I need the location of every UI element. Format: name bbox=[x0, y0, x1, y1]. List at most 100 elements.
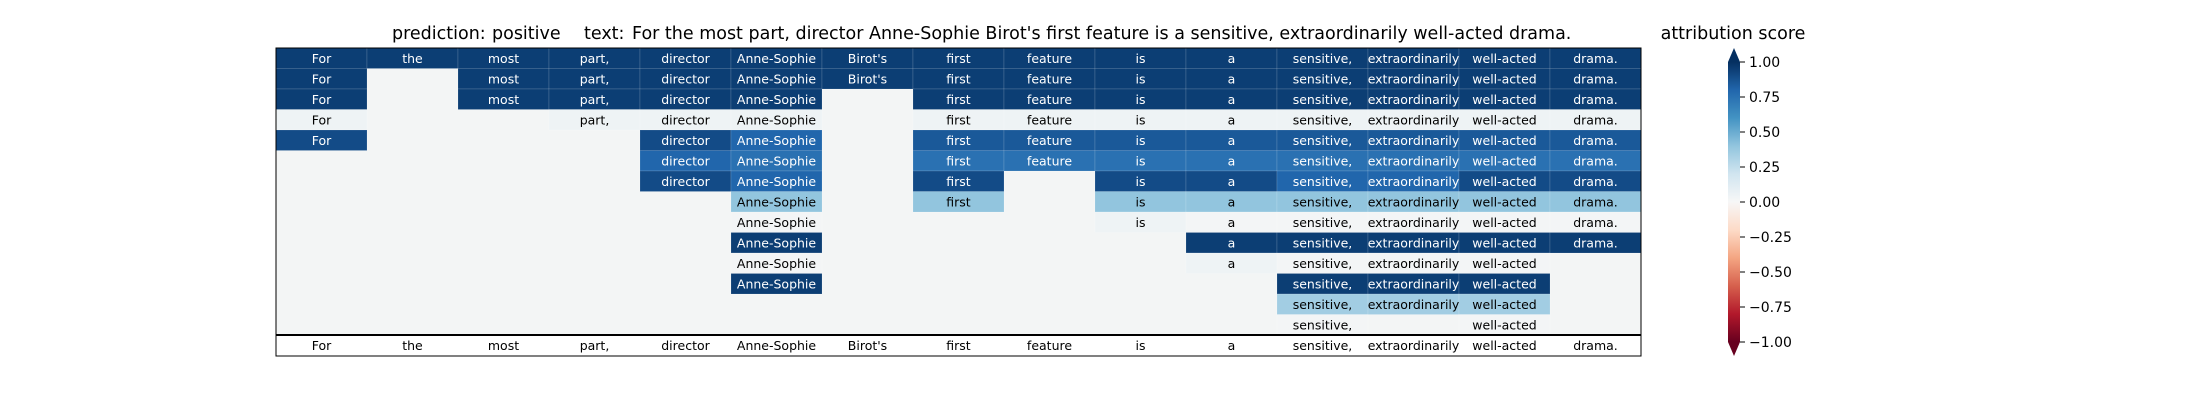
heatmap-cell-label: extraordinarily bbox=[1368, 51, 1460, 66]
prediction-label: prediction: bbox=[392, 24, 486, 44]
heatmap-cell-label: director bbox=[661, 92, 710, 107]
heatmap-cell-label: a bbox=[1228, 133, 1236, 148]
heatmap-cell-label: Anne-Sophie bbox=[737, 71, 817, 86]
heatmap-cell-label: extraordinarily bbox=[1368, 71, 1460, 86]
heatmap-cell-label: part, bbox=[580, 51, 610, 66]
heatmap-cell-label: Anne-Sophie bbox=[737, 256, 817, 271]
heatmap-cell-label: drama. bbox=[1573, 153, 1618, 168]
heatmap-cell-label: extraordinarily bbox=[1368, 153, 1460, 168]
colorbar-tick-label: 0.00 bbox=[1749, 195, 1780, 211]
heatmap-cell-label: For bbox=[312, 51, 332, 66]
text-label: text: bbox=[584, 24, 624, 44]
heatmap-cell-label: well-acted bbox=[1472, 297, 1536, 312]
heatmap-cell-label: extraordinarily bbox=[1368, 297, 1460, 312]
heatmap-cell-label: Anne-Sophie bbox=[737, 92, 817, 107]
heatmap-cell bbox=[730, 273, 823, 295]
colorbar-bottom-arrow bbox=[1728, 342, 1740, 356]
colorbar-tick-label: 0.75 bbox=[1749, 90, 1780, 106]
colorbar: attribution score 1.00 0.75 0.50 0.25 0.00 −0… bbox=[1661, 24, 1806, 356]
heatmap-cell-label: a bbox=[1228, 153, 1236, 168]
colorbar-tick-label: −0.50 bbox=[1749, 265, 1792, 281]
heatmap-cell-label: extraordinarily bbox=[1368, 133, 1460, 148]
heatmap-cell-label: sensitive, bbox=[1293, 215, 1353, 230]
heatmap-cell-label: Anne-Sophie bbox=[737, 276, 817, 291]
heatmap-cell-label: is bbox=[1136, 112, 1146, 127]
colorbar-top-arrow bbox=[1728, 48, 1740, 62]
heatmap-cell-label: a bbox=[1228, 92, 1236, 107]
heatmap-cell-label: sensitive, bbox=[1293, 235, 1353, 250]
heatmap-cell-label: sensitive, bbox=[1293, 51, 1353, 66]
heatmap-cell-label: well-acted bbox=[1472, 112, 1536, 127]
heatmap-cell-label: sensitive, bbox=[1293, 92, 1353, 107]
heatmap-cell-label: feature bbox=[1027, 133, 1072, 148]
footer-token-label: part, bbox=[580, 338, 610, 353]
heatmap-cell-label: extraordinarily bbox=[1368, 256, 1460, 271]
heatmap-cell-label: feature bbox=[1027, 92, 1072, 107]
prediction-value: positive bbox=[492, 24, 561, 44]
heatmap-cell-label: director bbox=[661, 174, 710, 189]
heatmap-cell-label: part, bbox=[580, 92, 610, 107]
heatmap-cell-label: part, bbox=[580, 112, 610, 127]
heatmap-cell-label: director bbox=[661, 153, 710, 168]
heatmap-cell-label: extraordinarily bbox=[1368, 112, 1460, 127]
heatmap-cell-label: is bbox=[1136, 92, 1146, 107]
footer-token-label: sensitive, bbox=[1293, 338, 1353, 353]
heatmap-cell-label: a bbox=[1228, 235, 1236, 250]
heatmap-cell-label: is bbox=[1136, 153, 1146, 168]
heatmap-cell-label: Birot's bbox=[848, 51, 887, 66]
heatmap-cell-label: extraordinarily bbox=[1368, 194, 1460, 209]
heatmap-cell-label: first bbox=[946, 112, 971, 127]
token-footer-row: For the most part, director Anne-Sophie Birot'… bbox=[312, 338, 1618, 353]
heatmap-cell-label: first bbox=[946, 92, 971, 107]
heatmap-cell-label: first bbox=[946, 194, 971, 209]
heatmap-cell-label: drama. bbox=[1573, 194, 1618, 209]
heatmap-cell-label: is bbox=[1136, 174, 1146, 189]
heatmap-cell-label: drama. bbox=[1573, 71, 1618, 86]
heatmap-cell-label: feature bbox=[1027, 71, 1072, 86]
heatmap-cell-label: most bbox=[488, 71, 519, 86]
heatmap-cell-label: is bbox=[1136, 194, 1146, 209]
footer-token-label: extraordinarily bbox=[1368, 338, 1460, 353]
footer-token-label: first bbox=[946, 338, 971, 353]
heatmap-cell-label: first bbox=[946, 71, 971, 86]
colorbar-tick-label: −1.00 bbox=[1749, 335, 1792, 351]
heatmap-cell-label: well-acted bbox=[1472, 92, 1536, 107]
colorbar-gradient bbox=[1728, 62, 1740, 342]
heatmap-cell-label: sensitive, bbox=[1293, 174, 1353, 189]
heatmap-cell-label: well-acted bbox=[1472, 51, 1536, 66]
heatmap-cell-label: well-acted bbox=[1472, 215, 1536, 230]
heatmap-cell-label: drama. bbox=[1573, 215, 1618, 230]
heatmap-cell-label: Anne-Sophie bbox=[737, 51, 817, 66]
heatmap-cell-label: director bbox=[661, 112, 710, 127]
text-value: For the most part, director Anne-Sophie … bbox=[632, 24, 1571, 44]
heatmap-cell-label: sensitive, bbox=[1293, 133, 1353, 148]
heatmap-cell-label: well-acted bbox=[1472, 194, 1536, 209]
heatmap-cell-label: well-acted bbox=[1472, 153, 1536, 168]
footer-token-label: the bbox=[402, 338, 423, 353]
heatmap-cell-label: Anne-Sophie bbox=[737, 174, 817, 189]
heatmap-cell-label: first bbox=[946, 51, 971, 66]
colorbar-tick-label: −0.25 bbox=[1749, 230, 1792, 246]
heatmap-cell-label: well-acted bbox=[1472, 71, 1536, 86]
heatmap-cell-label: sensitive, bbox=[1293, 194, 1353, 209]
heatmap-cell-label: well-acted bbox=[1472, 276, 1536, 291]
heatmap-cell-label: a bbox=[1228, 112, 1236, 127]
heatmap-cell-label: sensitive, bbox=[1293, 317, 1353, 332]
heatmap-cell-label: director bbox=[661, 71, 710, 86]
heatmap-cell-label: well-acted bbox=[1472, 317, 1536, 332]
heatmap-cell-label: extraordinarily bbox=[1368, 276, 1460, 291]
heatmap-cell-label: feature bbox=[1027, 153, 1072, 168]
footer-token-label: Anne-Sophie bbox=[737, 338, 817, 353]
heatmap-cell-label: part, bbox=[580, 71, 610, 86]
heatmap-cell-label: drama. bbox=[1573, 174, 1618, 189]
colorbar-ticks: 1.00 0.75 0.50 0.25 0.00 −0.25 −0.50 −0.75 −1.00 bbox=[1740, 55, 1792, 351]
heatmap-cell-label: extraordinarily bbox=[1368, 215, 1460, 230]
footer-token-label: director bbox=[661, 338, 710, 353]
heatmap-cell-label: drama. bbox=[1573, 112, 1618, 127]
colorbar-label: attribution score bbox=[1661, 24, 1806, 44]
heatmap-cell-label: director bbox=[661, 51, 710, 66]
heatmap-cell-label: For bbox=[312, 112, 332, 127]
footer-token-label: is bbox=[1136, 338, 1146, 353]
heatmap-cell bbox=[912, 191, 1005, 213]
heatmap-cell-label: first bbox=[946, 174, 971, 189]
